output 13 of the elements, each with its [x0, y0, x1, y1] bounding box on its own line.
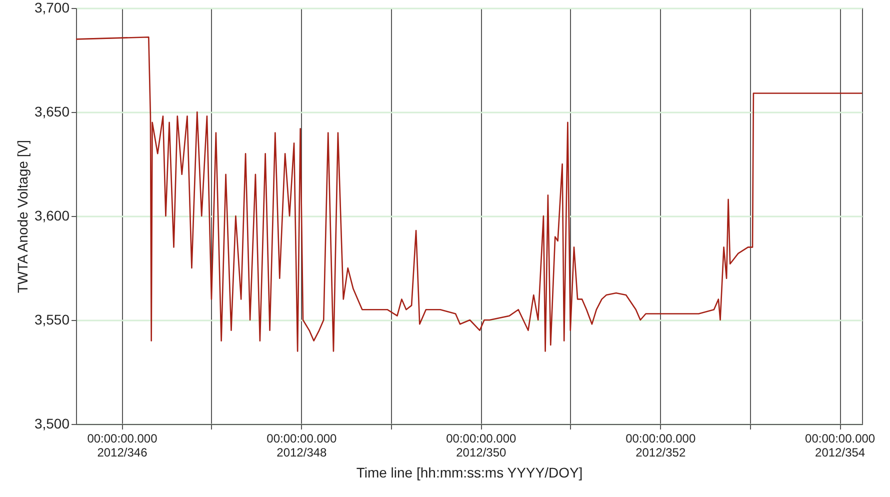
- y-tick-label: 3,700: [34, 0, 70, 16]
- y-tick-label: 3,550: [34, 312, 70, 328]
- x-tick-label: 00:00:00.000 2012/350: [446, 432, 517, 460]
- y-tick-label: 3,600: [34, 208, 70, 224]
- y-tick-label: 3,650: [34, 104, 70, 120]
- x-tick-label: 00:00:00.000 2012/346: [87, 432, 158, 460]
- y-axis-title: TWTA Anode Voltage [V]: [14, 140, 30, 294]
- x-tick-label: 00:00:00.000 2012/348: [266, 432, 338, 460]
- x-axis-title: Time line [hh:mm:ss:ms YYYY/DOY]: [356, 464, 583, 480]
- x-tick-label: 00:00:00.000 2012/354: [805, 432, 876, 460]
- x-tick-label: 00:00:00.000 2012/352: [626, 432, 696, 460]
- y-tick-label: 3,500: [34, 416, 70, 432]
- line-series: [75, 36, 863, 352]
